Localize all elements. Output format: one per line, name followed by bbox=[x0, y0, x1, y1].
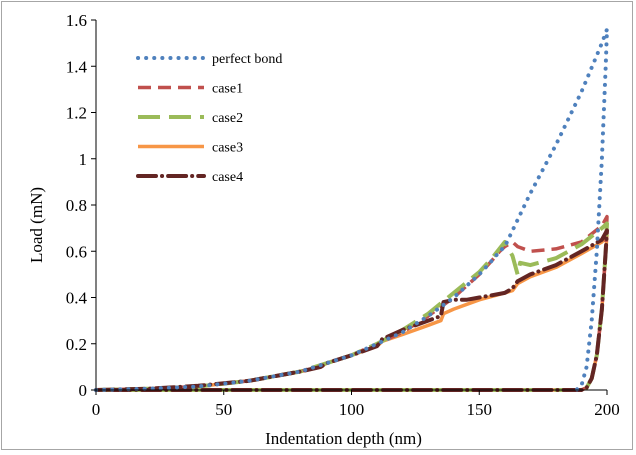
legend-label: perfect bond bbox=[212, 52, 282, 67]
legend-label: case3 bbox=[212, 141, 243, 156]
legend-label: case4 bbox=[212, 170, 243, 185]
x-axis-title: Indentation depth (nm) bbox=[265, 429, 422, 448]
y-tick-label: 0 bbox=[79, 381, 88, 400]
y-tick-label: 1 bbox=[79, 150, 88, 169]
x-tick-label: 50 bbox=[215, 400, 232, 419]
series-line-case4 bbox=[94, 228, 609, 392]
legend: perfect bond case1 case2 case3 case4 bbox=[136, 52, 282, 185]
tick-layer: 0 0.2 0.4 0.6 0.8 1 1.2 1.4 1.6 0 50 100 150 200 bbox=[66, 11, 620, 419]
y-tick-label: 0.2 bbox=[66, 335, 87, 354]
legend-label: case1 bbox=[212, 82, 243, 97]
legend-label: case2 bbox=[212, 111, 243, 126]
y-tick-label: 0.8 bbox=[66, 196, 87, 215]
series-line-case3 bbox=[95, 233, 609, 392]
x-tick-label: 200 bbox=[594, 400, 620, 419]
x-tick-label: 100 bbox=[339, 400, 365, 419]
y-tick-label: 1.6 bbox=[66, 11, 87, 30]
y-tick-label: 1.4 bbox=[66, 57, 88, 76]
x-tick-label: 0 bbox=[92, 400, 101, 419]
y-tick-label: 1.2 bbox=[66, 104, 87, 123]
y-tick-label: 0.6 bbox=[66, 242, 87, 261]
y-axis-title: Load (mN) bbox=[27, 187, 46, 263]
series-line-case2 bbox=[95, 221, 609, 392]
series-layer bbox=[94, 27, 609, 392]
y-tick-label: 0.4 bbox=[66, 289, 88, 308]
series-line-perfect-bond bbox=[94, 27, 609, 392]
series-line-case1 bbox=[95, 214, 609, 392]
x-tick-label: 150 bbox=[467, 400, 493, 419]
